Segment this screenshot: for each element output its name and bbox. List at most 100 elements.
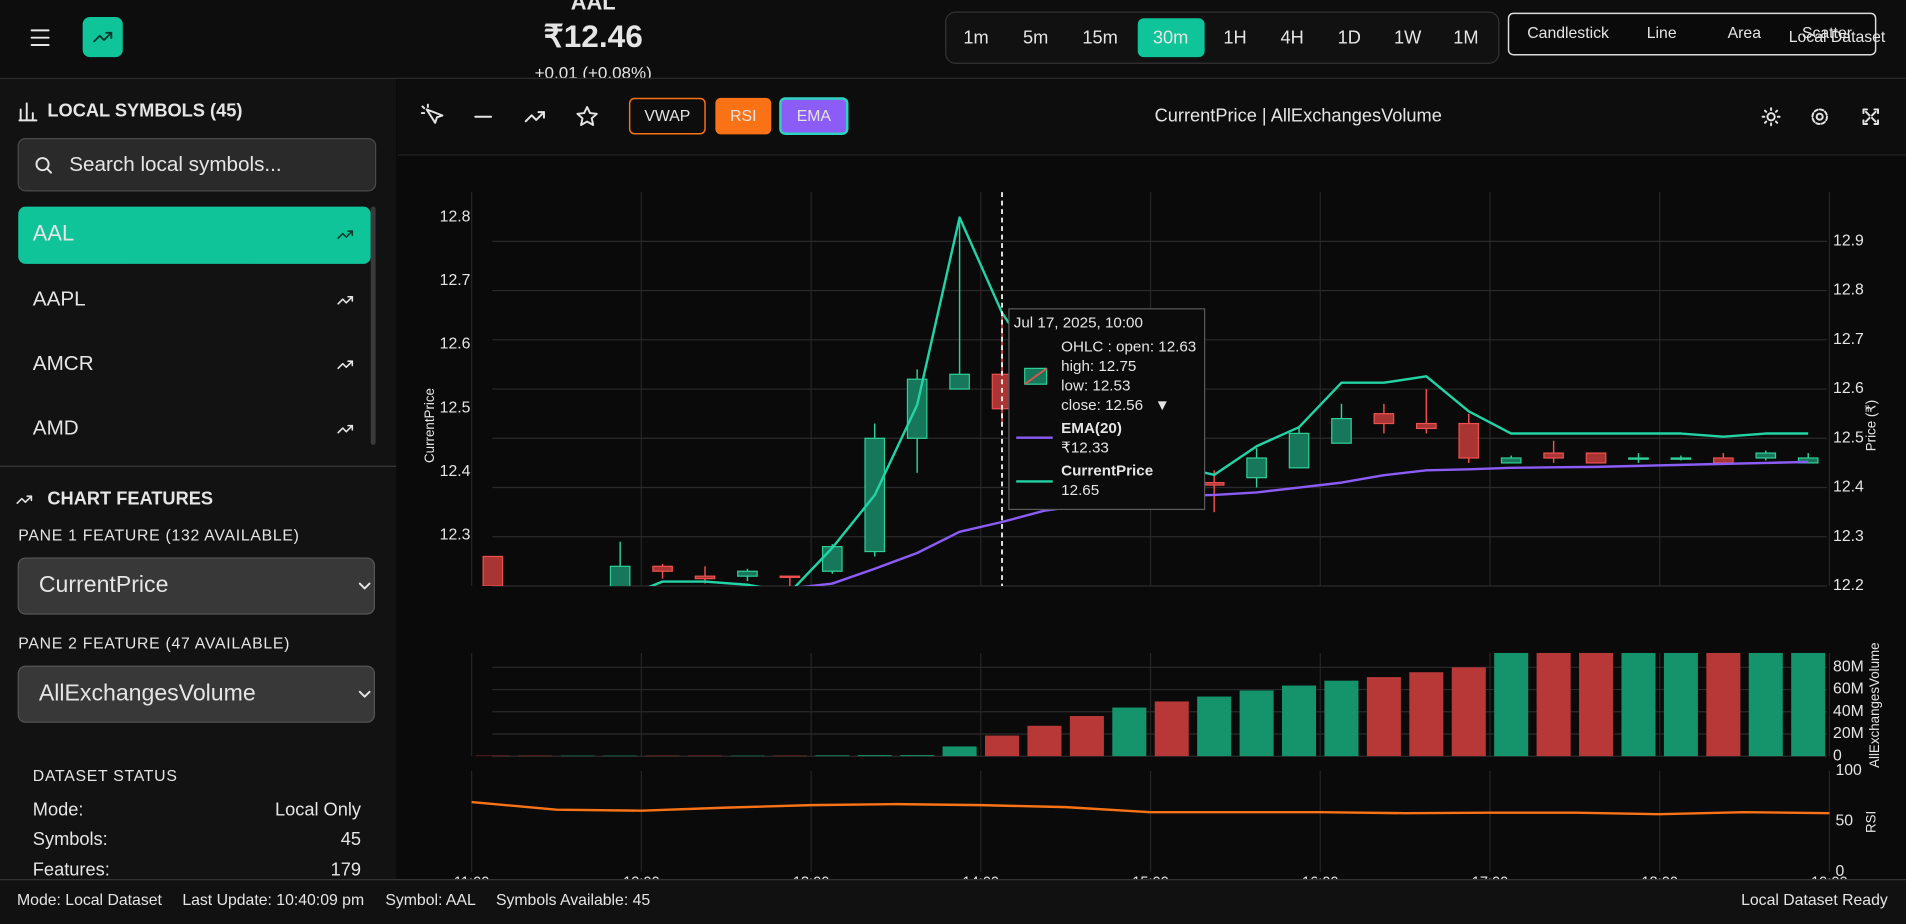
y-tick-label: 12.4 [1833,479,1864,496]
timeframe-button[interactable]: 1m [963,27,988,48]
timeframe-button[interactable]: 30m [1153,27,1188,48]
indicator-button[interactable] [628,97,706,135]
chart-type-button[interactable]: Line [1647,25,1677,42]
chevron [358,582,371,590]
status-label: Features: [33,858,110,879]
y-tick-label: 0 [1833,747,1842,764]
timeframe-button[interactable]: 4H [1280,27,1303,48]
timeframe-button[interactable]: 1D [1338,27,1361,48]
tooltip-open: OHLC : open: 12.63 [1061,339,1196,356]
bar [1324,680,1359,757]
y-tick-label: 20M [1833,725,1864,742]
candle-body [652,565,673,572]
bar [1451,667,1486,757]
candle-body [1670,457,1692,460]
tooltip-low: low: 12.53 [1061,378,1130,395]
indicator-label[interactable]: EMA [797,108,832,125]
symbol-item[interactable]: AAPL [33,288,86,311]
bar [1366,677,1401,757]
plot [475,652,1826,757]
y-tick-label: 12.3 [1833,528,1864,545]
indicator-button[interactable] [715,97,772,135]
bar [1536,652,1571,757]
indicator-button[interactable] [779,97,849,135]
chart-type-button[interactable]: Scatter [1802,25,1852,42]
candle-body [1415,422,1437,430]
y2-tick-label: 12.3 [440,526,471,543]
settings-button[interactable] [1811,108,1828,125]
candle-body [1288,432,1310,469]
y-tick-label: 12.5 [1833,429,1864,446]
candle-body [1458,422,1480,459]
y2-tick-label: 12.7 [440,272,471,289]
timeframe-button[interactable]: 5m [1023,27,1048,48]
y2-tick-label: 12.8 [440,209,471,226]
bar [1663,652,1698,757]
chart-type-button[interactable]: Area [1728,25,1762,42]
chevron [358,690,371,698]
chart-type-button[interactable]: Candlestick [1527,25,1609,42]
timeframe-button[interactable]: 1W [1394,27,1422,48]
pane2-label: PANE 2 FEATURE (47 AVAILABLE) [18,636,290,653]
pane2-select[interactable] [17,665,376,723]
footer-item: Mode: Local Dataset [17,892,162,909]
timeframe-button[interactable]: 1H [1223,27,1246,48]
tooltip-price-name: CurrentPrice [1061,463,1153,480]
timeframe-active[interactable] [1137,18,1205,58]
y-tick-label: 50 [1835,812,1853,829]
timeframe-button[interactable]: 15m [1082,27,1117,48]
header: AAL ₹12.46 +0.01 (+0.08%) 1m 5m 15m 30m 1H 4H… [0,0,1906,83]
search-box[interactable] [17,137,377,192]
candle-body [482,555,504,587]
bar [1239,690,1274,757]
footer-item: Symbols Available: 45 [496,892,650,909]
bar [1069,715,1104,757]
indicator-label[interactable]: VWAP [644,108,690,125]
status-label: Symbols: [33,828,108,849]
tooltip-price-value: 12.65 [1061,482,1099,499]
symbol: AAL [571,0,616,14]
series-line [471,800,1830,816]
bar [1027,725,1062,757]
scrollbar [370,206,376,445]
y2-tick-label: 12.4 [440,463,471,480]
bar [942,746,977,757]
features-title: CHART FEATURES [47,488,213,509]
timeframe-button[interactable]: 1M [1453,27,1478,48]
bar [1409,672,1444,757]
symbol-item[interactable]: AMCR [33,352,94,375]
chart-area: 12.2 12.3 12.4 12.5 12.6 12.7 12.8 12.9 12.3 12.4… [422,192,1882,891]
bar [985,735,1020,757]
bar [1621,652,1656,757]
price-change: +0.01 (+0.08%) [535,64,652,83]
y-tick-label: 60M [1833,681,1864,698]
candle-body [1713,457,1734,464]
tooltip-icon [1024,367,1048,385]
bar [518,755,553,757]
symbol-item[interactable]: AMD [33,417,79,440]
y-tick-label: 12.8 [1833,282,1864,299]
bar [730,755,765,757]
indicator-label[interactable]: RSI [730,108,756,125]
pane1-value: CurrentPrice [39,571,169,597]
pane1-select[interactable] [17,557,376,615]
menu-button[interactable] [30,29,50,46]
fullscreen-button[interactable] [1862,108,1880,125]
candle-body [779,575,801,578]
bar [857,755,892,757]
theme-button[interactable] [1761,107,1781,127]
candle-body [1585,452,1607,464]
dataset-label: Local Dataset [1789,29,1886,46]
symbol-active[interactable] [18,206,371,264]
y-axis-title: RSI [1863,811,1878,833]
bar [1154,701,1189,757]
logo [82,17,123,58]
crosshair-tool[interactable] [420,103,444,124]
sidebar: LOCAL SYMBOLS (45) Search local symbols.… [0,79,397,880]
favorite-tool[interactable] [576,106,598,126]
candle-body [1628,457,1649,460]
symbol-item[interactable]: AAL [33,220,74,245]
y-tick-label: 12.9 [1833,233,1864,250]
bar [1197,696,1232,757]
